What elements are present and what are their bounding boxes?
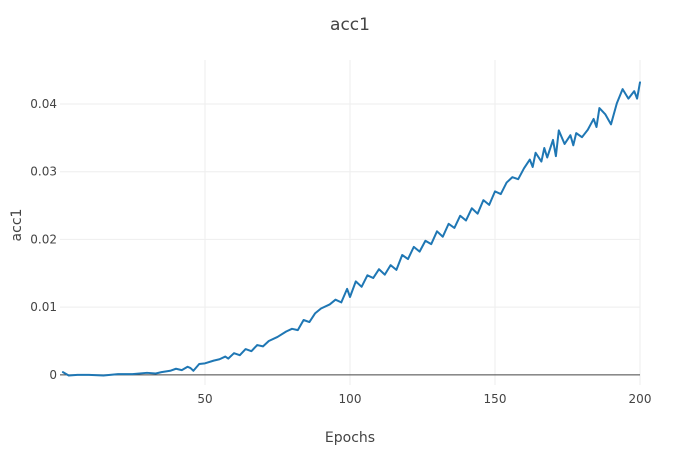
y-axis-title: acc1 (9, 209, 25, 242)
x-tick-label-50: 50 (197, 392, 212, 406)
x-tick-label-200: 200 (629, 392, 652, 406)
chart-title: acc1 (330, 15, 370, 35)
y-tick-label-0.02: 0.02 (30, 232, 57, 246)
y-tick-label-0: 0 (49, 368, 57, 382)
x-tick-label-100: 100 (339, 392, 362, 406)
y-tick-label-0.04: 0.04 (30, 97, 57, 111)
chart-grid (60, 60, 641, 385)
chart-series (61, 81, 641, 377)
y-tick-label-0.01: 0.01 (30, 300, 57, 314)
series-line-acc1 (61, 81, 641, 377)
chart-axes: 50 100 150 200 0 0.01 0.02 0.03 0.04 (30, 97, 651, 406)
y-tick-label-0.03: 0.03 (30, 165, 57, 179)
x-axis-title: Epochs (325, 430, 375, 446)
x-tick-label-150: 150 (484, 392, 507, 406)
